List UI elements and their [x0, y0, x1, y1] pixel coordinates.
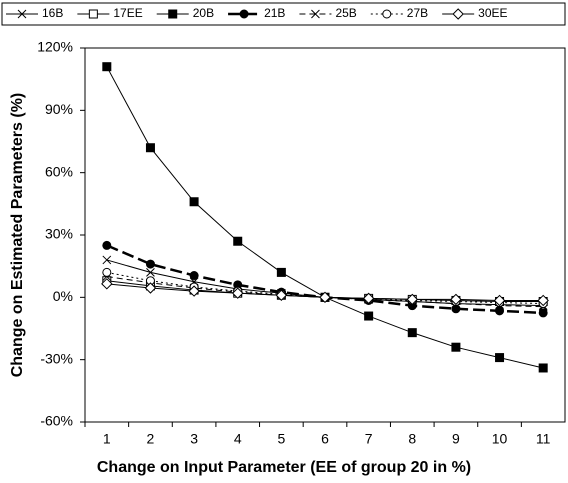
legend-label: 21B: [264, 6, 285, 20]
series-line: [106, 66, 544, 369]
marker: [538, 308, 548, 318]
y-tick-label: 120%: [37, 39, 73, 55]
marker: [311, 9, 320, 19]
marker: [102, 255, 112, 265]
legend-label: 16B: [42, 6, 63, 20]
marker: [232, 287, 244, 299]
legend-label: 17EE: [113, 6, 142, 20]
marker: [537, 294, 549, 307]
y-tick-label: 0%: [53, 288, 73, 304]
x-tick-label: 10: [492, 431, 508, 447]
marker: [189, 271, 199, 281]
marker: [319, 291, 331, 304]
y-tick-label: 90%: [45, 101, 73, 117]
marker: [407, 328, 417, 338]
marker: [146, 268, 155, 277]
x-tick-label: 5: [277, 431, 285, 447]
x-tick-label: 8: [408, 431, 416, 447]
y-tick-label: -30%: [40, 350, 73, 366]
x-tick-label: 4: [234, 431, 242, 447]
legend-box: [1, 2, 566, 26]
marker: [450, 293, 462, 306]
marker: [188, 285, 200, 297]
marker: [451, 342, 461, 352]
marker: [495, 353, 505, 363]
x-tick-label: 6: [321, 431, 329, 447]
marker: [102, 62, 112, 72]
marker: [382, 9, 392, 19]
series-line: [106, 276, 544, 308]
marker: [144, 282, 157, 294]
x-tick-label: 9: [452, 431, 460, 447]
x-tick-label: 11: [536, 431, 551, 447]
legend-label: 25B: [335, 6, 356, 20]
legend-label: 30EE: [478, 6, 507, 20]
x-tick-label: 1: [103, 431, 111, 447]
y-tick-label: 60%: [45, 163, 73, 179]
marker: [102, 267, 112, 277]
marker: [406, 293, 418, 306]
legend-label: 20B: [193, 6, 214, 20]
marker: [145, 143, 155, 153]
marker: [17, 9, 27, 19]
marker: [102, 240, 112, 250]
y-tick-label: 30%: [45, 226, 73, 242]
x-tick-label: 7: [365, 431, 373, 447]
x-tick-label: 2: [147, 431, 155, 447]
y-axis-title: Change on Estimated Parameters (%): [9, 93, 26, 378]
marker: [362, 292, 375, 305]
marker: [275, 289, 288, 301]
x-tick-label: 3: [190, 431, 198, 447]
marker: [168, 9, 178, 19]
marker: [239, 9, 249, 19]
marker: [364, 311, 374, 321]
marker: [88, 9, 98, 19]
marker: [452, 8, 464, 20]
marker: [189, 197, 199, 207]
marker: [276, 267, 286, 277]
marker: [233, 236, 243, 246]
x-axis-title: Change on Input Parameter (EE of group 2…: [97, 459, 471, 476]
series-line: [106, 271, 544, 305]
marker: [145, 259, 155, 269]
plot-frame: [84, 47, 566, 423]
marker: [101, 278, 113, 290]
marker: [493, 294, 506, 307]
marker: [538, 363, 548, 373]
y-tick-label: -60%: [40, 413, 73, 429]
legend-label: 27B: [407, 6, 428, 20]
